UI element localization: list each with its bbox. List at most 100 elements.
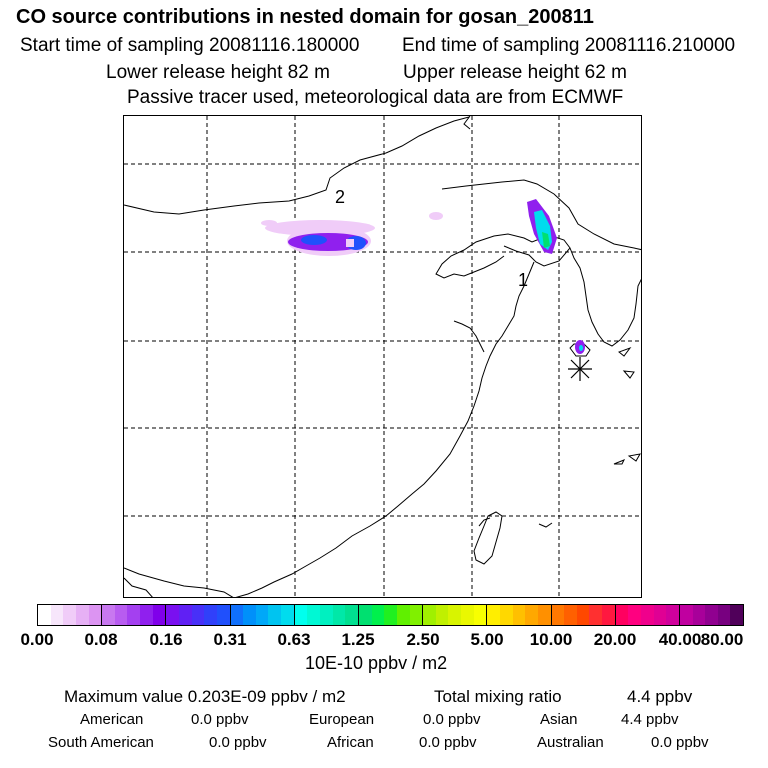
colorbar-swatch: [255, 605, 269, 625]
asian-label: Asian: [540, 711, 578, 728]
lower-height-label: Lower release height 82 m: [106, 62, 330, 83]
colorbar-swatch: [384, 605, 397, 625]
african-label: African: [327, 734, 374, 751]
colorbar-swatch: [615, 605, 629, 625]
colorbar-swatch: [679, 605, 693, 625]
colorbar-tick: 2.50: [406, 630, 440, 649]
colorbar-swatch: [487, 605, 500, 625]
colorbar-swatch: [127, 605, 141, 625]
maximum-value-label: Maximum value 0.203E-09 ppbv / m2: [64, 687, 346, 706]
colorbar-tick: 0.63: [277, 630, 311, 649]
colorbar-tick: 5.00: [470, 630, 504, 649]
colorbar-swatch: [423, 605, 436, 625]
colorbar-block: [166, 605, 231, 625]
colorbar-swatch: [268, 605, 282, 625]
colorbar-block: [230, 605, 295, 625]
colorbar-tick: 0.08: [84, 630, 118, 649]
end-time-label: End time of sampling 20081116.210000: [402, 35, 736, 56]
colorbar-swatch: [88, 605, 102, 625]
lat-lon-grid: [124, 116, 641, 597]
colorbar-tick: 0.31: [213, 630, 247, 649]
asterisk-icon: [568, 357, 592, 381]
colorbar-tick: 1.25: [341, 630, 375, 649]
tracer-info-label: Passive tracer used, meteorological data…: [127, 87, 624, 108]
colorbar-swatch: [166, 605, 180, 625]
map-panel: 2 1: [123, 115, 642, 598]
colorbar-swatch: [473, 605, 487, 625]
colorbar-swatch: [409, 605, 423, 625]
colorbar-swatch: [512, 605, 526, 625]
colorbar-block: [615, 605, 680, 625]
coastlines: [124, 116, 641, 597]
european-label: European: [309, 711, 375, 728]
colorbar-swatch: [499, 605, 513, 625]
colorbar: [37, 604, 744, 626]
colorbar-swatch: [179, 605, 192, 625]
colorbar-swatch: [332, 605, 346, 625]
colorbar-swatch: [653, 605, 667, 625]
colorbar-swatch: [243, 605, 256, 625]
region-label-1: 1: [518, 270, 528, 290]
colorbar-block: [679, 605, 744, 625]
colorbar-swatch: [358, 605, 372, 625]
colorbar-swatch: [666, 605, 679, 625]
tracer-plumes: [261, 199, 585, 354]
start-time-label: Start time of sampling 20081116.180000: [20, 35, 360, 56]
colorbar-swatch: [730, 605, 744, 625]
colorbar-block: [423, 605, 488, 625]
colorbar-swatch: [396, 605, 410, 625]
colorbar-block: [294, 605, 359, 625]
colorbar-block: [358, 605, 424, 625]
total-mixing-ratio-value: 4.4 ppbv: [627, 687, 693, 706]
chart-title: CO source contributions in nested domain…: [16, 6, 594, 28]
european-value: 0.0 ppbv: [423, 711, 481, 728]
colorbar-swatch: [705, 605, 718, 625]
colorbar-swatch: [230, 605, 244, 625]
colorbar-swatch: [191, 605, 205, 625]
colorbar-tick: 20.00: [593, 630, 637, 649]
colorbar-swatch: [75, 605, 89, 625]
colorbar-swatch: [152, 605, 166, 625]
colorbar-swatch: [576, 605, 590, 625]
colorbar-swatch: [461, 605, 474, 625]
colorbar-swatch: [589, 605, 603, 625]
colorbar-swatch: [692, 605, 706, 625]
upper-height-label: Upper release height 62 m: [403, 62, 627, 83]
colorbar-block: [551, 605, 616, 625]
colorbar-swatch: [307, 605, 321, 625]
colorbar-swatch: [628, 605, 641, 625]
colorbar-swatch: [448, 605, 462, 625]
colorbar-block: [487, 605, 552, 625]
colorbar-swatch: [435, 605, 449, 625]
american-label: American: [80, 711, 144, 728]
colorbar-unit: 10E-10 ppbv / m2: [305, 653, 448, 673]
colorbar-swatch: [294, 605, 308, 625]
colorbar-swatch: [38, 605, 51, 625]
colorbar-swatch: [140, 605, 153, 625]
colorbar-swatch: [537, 605, 551, 625]
colorbar-swatch: [345, 605, 358, 625]
colorbar-swatch: [564, 605, 577, 625]
american-value: 0.0 ppbv: [191, 711, 249, 728]
colorbar-block: [102, 605, 167, 625]
colorbar-tick: 0.00: [20, 630, 54, 649]
colorbar-tick: 10.00: [529, 630, 573, 649]
asian-value: 4.4 ppbv: [621, 711, 679, 728]
colorbar-swatch: [602, 605, 615, 625]
colorbar-block: [38, 605, 103, 625]
colorbar-swatch: [551, 605, 565, 625]
colorbar-swatch: [50, 605, 64, 625]
south-american-value: 0.0 ppbv: [209, 734, 267, 751]
colorbar-tick: 80.00: [700, 630, 744, 649]
australian-value: 0.0 ppbv: [651, 734, 709, 751]
south-american-label: South American: [48, 734, 154, 751]
colorbar-swatch: [525, 605, 538, 625]
map-canvas: 2 1: [124, 116, 641, 597]
colorbar-swatch: [114, 605, 128, 625]
colorbar-swatch: [63, 605, 76, 625]
colorbar-swatch: [216, 605, 230, 625]
colorbar-swatch: [204, 605, 217, 625]
total-mixing-ratio-label: Total mixing ratio: [434, 687, 562, 706]
colorbar-swatch: [640, 605, 654, 625]
colorbar-swatch: [102, 605, 115, 625]
